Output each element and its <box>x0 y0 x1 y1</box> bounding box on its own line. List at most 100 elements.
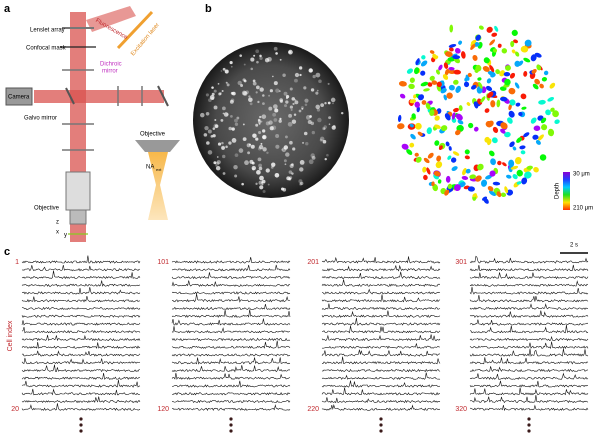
cell <box>294 78 298 83</box>
cell <box>294 72 300 78</box>
cell <box>494 25 499 32</box>
cell <box>285 100 289 104</box>
label: NA <box>146 165 154 171</box>
ellipsis-dot <box>79 429 83 433</box>
cell <box>437 179 442 184</box>
cell <box>486 78 492 84</box>
trace <box>469 295 589 303</box>
trace <box>469 286 589 295</box>
cell <box>308 159 314 165</box>
cell <box>236 116 240 120</box>
cell <box>499 70 505 77</box>
cell <box>252 79 256 83</box>
cell <box>279 58 282 61</box>
cell <box>550 107 555 112</box>
cell <box>487 138 492 146</box>
cell <box>305 115 311 120</box>
colorbar-title: Depth <box>555 183 561 199</box>
cell <box>509 99 516 106</box>
trace <box>321 279 441 287</box>
cell <box>323 127 326 130</box>
label: mirror <box>102 69 118 75</box>
cell <box>274 172 280 178</box>
trace <box>171 340 291 349</box>
cell <box>291 119 297 124</box>
image-cells <box>200 46 344 194</box>
cell <box>455 129 461 136</box>
cell <box>304 98 309 103</box>
cell <box>217 82 220 85</box>
cell <box>465 168 471 174</box>
cell <box>270 166 274 169</box>
cell <box>213 89 217 93</box>
ellipsis-dot <box>229 423 233 427</box>
cell <box>434 124 441 129</box>
cell <box>215 161 220 166</box>
cell <box>500 192 507 198</box>
ellipsis-dot <box>379 417 383 421</box>
cell <box>213 161 217 165</box>
cell <box>448 84 455 91</box>
ellipsis-dot <box>379 423 383 427</box>
trace <box>21 341 141 349</box>
cell <box>326 153 329 157</box>
cell <box>458 40 462 45</box>
cell <box>415 156 422 163</box>
cell <box>221 141 224 145</box>
cell <box>490 158 496 166</box>
cell <box>278 90 281 93</box>
cell <box>434 115 440 121</box>
cell <box>463 81 470 88</box>
cell <box>540 117 547 124</box>
cell <box>491 137 498 144</box>
panel-label: b <box>205 3 212 15</box>
cell <box>273 81 278 86</box>
cell <box>414 101 420 108</box>
cell <box>492 48 498 53</box>
cell <box>299 181 304 186</box>
cell <box>526 165 533 170</box>
cell <box>413 94 417 99</box>
cell <box>433 170 441 177</box>
cell <box>507 117 513 124</box>
trace <box>21 372 141 380</box>
cell <box>211 86 214 89</box>
cell <box>442 74 449 80</box>
cell <box>427 82 433 87</box>
cell <box>448 47 454 52</box>
cell <box>481 179 488 187</box>
cell <box>222 106 226 111</box>
cell <box>303 86 307 90</box>
cell <box>432 184 439 192</box>
cell <box>487 185 494 192</box>
cell <box>265 121 270 126</box>
cell <box>213 123 219 129</box>
cell <box>319 136 325 141</box>
cell <box>438 64 443 71</box>
trace <box>171 256 291 264</box>
cell <box>497 160 502 166</box>
cell <box>255 137 259 141</box>
trace <box>469 255 589 264</box>
cell <box>216 160 221 165</box>
trace-label: 320 <box>455 406 467 413</box>
cell <box>288 170 293 174</box>
cell <box>398 81 407 87</box>
cell <box>322 139 327 144</box>
cell <box>240 84 244 87</box>
cell <box>514 60 521 67</box>
cell <box>501 48 508 54</box>
trace <box>321 310 441 318</box>
cell <box>539 154 547 161</box>
trace <box>321 325 441 334</box>
cell <box>431 181 435 187</box>
cell <box>453 107 459 113</box>
cell <box>251 161 255 165</box>
cell <box>204 125 209 131</box>
cell <box>452 55 461 60</box>
cell <box>288 177 292 181</box>
optical-diagram <box>5 6 180 242</box>
trace <box>321 372 441 380</box>
cell <box>508 110 515 118</box>
cell <box>250 57 255 62</box>
